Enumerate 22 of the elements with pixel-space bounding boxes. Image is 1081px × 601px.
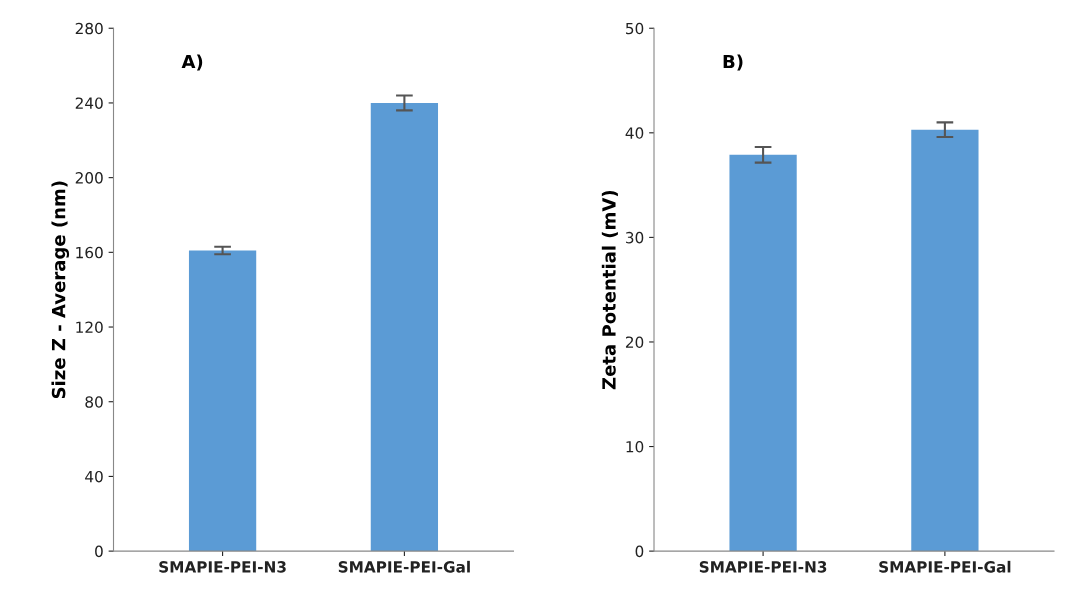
text: A) [181, 54, 203, 71]
y-tick-label: 160 [76, 246, 103, 259]
x-tick-label: SMAPIE-PEI-N3 [159, 561, 286, 573]
y-axis-title: Zeta Potential (mV) [601, 190, 618, 390]
text: B) [723, 54, 743, 71]
y-tick-label: 10 [626, 441, 644, 453]
y-tick-label: 40 [625, 127, 644, 139]
y-tick-label: 50 [626, 22, 644, 35]
y-tick-label: 80 [85, 396, 103, 408]
x-tick-label: SMAPIE-PEI-Gal [879, 560, 1011, 573]
y-tick-label: 40 [85, 470, 103, 483]
y-tick-label: 0 [635, 545, 644, 558]
x-tick-label: SMAPIE-PEI-Gal [338, 560, 470, 573]
y-tick-label: 30 [626, 231, 644, 244]
y-axis-title: Size Z - Average (nm) [51, 181, 70, 399]
y-tick-label: 200 [75, 172, 103, 184]
y-tick-label: 20 [625, 336, 644, 348]
y-tick-label: 240 [75, 97, 103, 109]
y-tick-label: 120 [76, 321, 103, 334]
x-tick-label: SMAPIE-PEI-N3 [699, 561, 827, 573]
y-tick-label: 0 [95, 545, 103, 558]
y-tick-label: 280 [75, 22, 103, 35]
